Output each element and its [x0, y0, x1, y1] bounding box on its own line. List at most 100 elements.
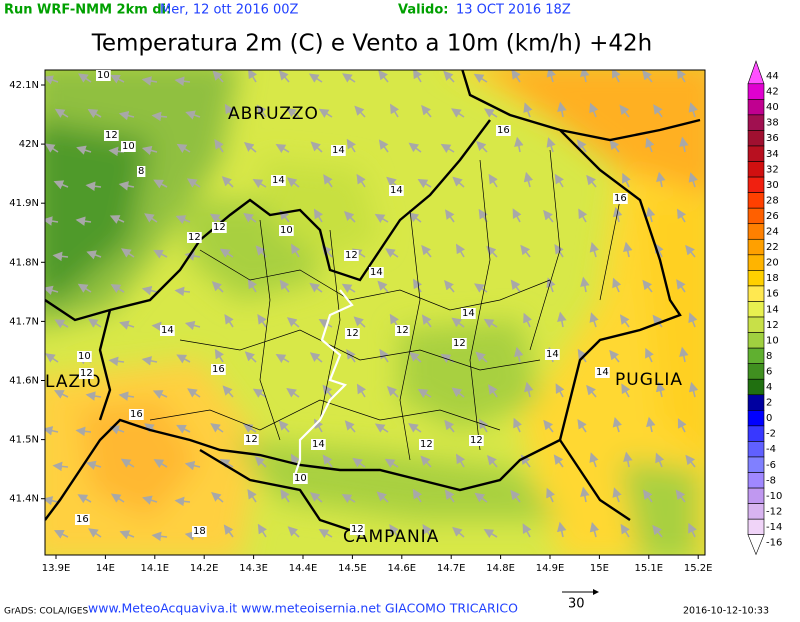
wind-arrow — [422, 523, 432, 538]
run-label: Run WRF-NMM 2km di: — [4, 3, 171, 18]
wind-arrow — [286, 387, 300, 398]
wind-arrow — [478, 418, 489, 433]
colorbar-label: 6 — [766, 366, 772, 377]
contour-label: 14 — [332, 145, 345, 156]
wind-arrow — [645, 137, 655, 153]
timestamp: 2016-10-12-10:33 — [683, 606, 769, 617]
wind-arrow — [256, 104, 267, 118]
wind-arrow — [222, 385, 234, 398]
wind-arrow — [543, 419, 554, 433]
contour-label-box — [75, 514, 90, 525]
colorbar-swatch — [747, 192, 765, 209]
wind-arrow — [356, 173, 366, 188]
wind-arrow — [85, 391, 102, 401]
lon-label: 15.1E — [635, 563, 664, 574]
wind-arrow — [110, 74, 125, 84]
contour-label-box — [613, 193, 628, 204]
wind-arrow — [152, 390, 168, 399]
lat-label: 41.6N — [9, 376, 39, 387]
wind-arrow — [352, 457, 366, 468]
colorbar-label: 24 — [766, 227, 779, 238]
wind-arrow — [214, 348, 224, 363]
colorbar-label: 36 — [766, 133, 779, 144]
wind-arrow — [244, 351, 257, 363]
wind-arrow — [476, 140, 488, 153]
wind-arrow — [589, 312, 599, 328]
wind-arrow — [210, 423, 224, 433]
colorbar-swatch — [747, 332, 765, 349]
wind-arrow — [280, 489, 290, 503]
contour-label-box — [79, 368, 94, 379]
lon-label: 14.5E — [338, 563, 367, 574]
contour-label: 12 — [80, 368, 93, 379]
contour-label-box — [545, 349, 560, 360]
wind-arrow — [623, 241, 633, 258]
colorbar-swatch — [747, 83, 765, 100]
colorbar-label: 8 — [766, 351, 772, 362]
colorbar-swatch — [747, 363, 765, 380]
wind-arrow — [254, 456, 267, 468]
colorbar-label: 18 — [766, 273, 779, 284]
wind-arrow — [546, 487, 555, 503]
wind-arrow — [244, 142, 257, 153]
wind-arrow — [557, 311, 567, 328]
wind-arrow — [523, 312, 532, 328]
wind-arrow — [88, 528, 102, 538]
wind-arrow — [186, 178, 201, 188]
contour-label-box — [595, 367, 610, 378]
contour-label-box — [311, 439, 326, 450]
wind-arrow — [546, 137, 556, 153]
wind-arrow — [679, 346, 689, 363]
wind-arrow — [524, 381, 534, 398]
colorbar-label: -12 — [766, 506, 782, 517]
wind-arrow — [589, 521, 600, 538]
wind-arrow — [176, 354, 191, 364]
contour-label: 14 — [596, 367, 609, 378]
wind-arrow — [278, 70, 290, 83]
contour-label-box — [345, 328, 360, 339]
contour-label: 14 — [312, 439, 325, 450]
wind-arrow — [211, 491, 224, 503]
wind-arrow — [620, 523, 630, 538]
wind-arrow — [185, 110, 201, 120]
contour-label: 14 — [462, 308, 475, 319]
wind-arrow — [688, 102, 698, 118]
contour-label: 16 — [212, 364, 225, 375]
contour-label-box — [369, 267, 384, 278]
wind-arrow — [252, 178, 267, 189]
contour-label-box — [104, 130, 119, 141]
wind-arrow — [688, 312, 698, 328]
wind-arrow — [211, 281, 224, 293]
wind-arrow — [621, 383, 631, 398]
contour-label: 16 — [497, 125, 510, 136]
wind-arrow — [75, 426, 92, 437]
wind-arrow — [153, 179, 168, 189]
colorbar-label: -16 — [766, 538, 782, 549]
wind-arrow — [378, 70, 389, 83]
wind-arrow — [522, 523, 532, 538]
wind-arrow — [642, 70, 653, 83]
wind-arrow — [488, 384, 498, 398]
lon-label: 14.9E — [536, 563, 565, 574]
wind-arrow — [118, 110, 135, 121]
wind-arrow — [247, 488, 257, 503]
wind-arrow — [219, 248, 234, 258]
contour-label: 14 — [390, 185, 403, 196]
wind-arrow — [153, 249, 168, 259]
contour-label-box — [419, 439, 434, 450]
colorbar-label: 42 — [766, 87, 779, 98]
region-label: PUGLIA — [615, 370, 683, 390]
contour-label: 12 — [188, 232, 201, 243]
colorbar-label: 10 — [766, 335, 779, 346]
wind-arrow — [557, 521, 567, 538]
colorbar-swatch — [747, 285, 765, 302]
wind-arrow — [142, 495, 158, 505]
wind-arrow — [322, 384, 333, 398]
contour-label-box — [395, 325, 410, 336]
colorbar-label: 28 — [766, 195, 779, 206]
contour-label-box — [331, 145, 346, 156]
colorbar-label: -8 — [766, 475, 776, 486]
wind-arrow — [612, 206, 623, 223]
contour-label-box — [77, 351, 92, 362]
